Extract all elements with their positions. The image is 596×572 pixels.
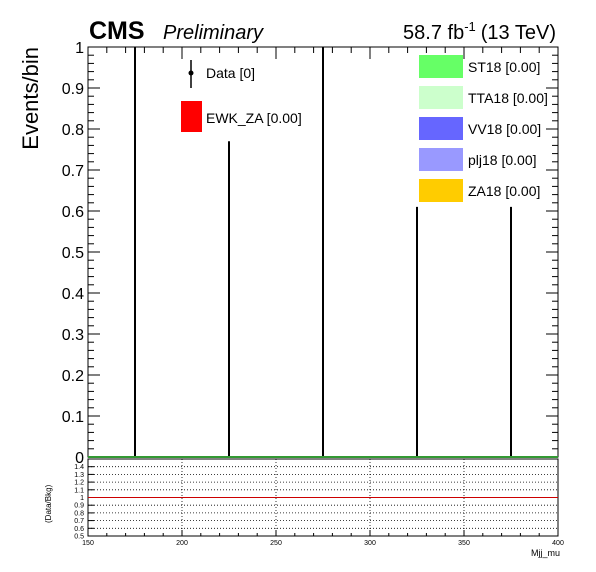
main-y-tick-label: 0.8: [62, 122, 84, 139]
legend: Data [0] EWK_ZA [0.00] ST18 [0.00] TTA18 …: [181, 55, 548, 202]
ratio-y-tick-label: 0.7: [74, 518, 84, 525]
legend-swatch: [419, 55, 463, 78]
ratio-x-tick-label: 350: [458, 540, 470, 547]
luminosity-energy: (13 TeV): [481, 22, 556, 44]
luminosity-exponent: -1: [464, 19, 476, 34]
legend-label: plj18 [0.00]: [468, 152, 537, 168]
ratio-y-tick-label: 0.6: [74, 526, 84, 533]
legend-label: ST18 [0.00]: [468, 59, 540, 75]
legend-label: TTA18 [0.00]: [468, 90, 548, 106]
main-panel: 0 0.1 0.2 0.3 0.4 0.5 0.6 0.7 0.8 0.9 1: [62, 40, 559, 467]
ratio-y-tick-label: 1.4: [74, 464, 84, 471]
main-x-ticks: [87, 47, 559, 59]
main-y-tick-label: 0.2: [62, 368, 84, 385]
main-y-tick-label: 0.4: [62, 286, 84, 303]
status-label: Preliminary: [163, 22, 264, 44]
x-axis-label: Mjj_mu: [531, 548, 560, 558]
ratio-x-tick-label: 150: [82, 540, 94, 547]
main-y-tick-label: 0.7: [62, 163, 84, 180]
ratio-y-tick-label: 1.3: [74, 472, 84, 479]
ratio-y-tick-label: 1.2: [74, 480, 84, 487]
main-y-tick-label: 0.5: [62, 245, 84, 262]
ratio-x-tick-label: 200: [176, 540, 188, 547]
ratio-y-axis-label: (Data/Bkg): [44, 484, 53, 523]
main-y-tick-label: 0.6: [62, 204, 84, 221]
legend-label-data: Data [0]: [206, 65, 255, 81]
ratio-y-tick-label: 1.1: [74, 487, 84, 494]
legend-label: VV18 [0.00]: [468, 121, 541, 137]
main-y-axis-label: Events/bin: [18, 47, 43, 150]
legend-swatch: [419, 148, 463, 171]
main-y-tick-label: 0.1: [62, 409, 84, 426]
ratio-x-ticks: 150 200 250 300 350 400: [82, 530, 564, 547]
legend-entry-data: Data [0]: [188, 60, 255, 88]
data-marker-point: [188, 70, 194, 76]
legend-label: ZA18 [0.00]: [468, 183, 540, 199]
main-y-tick-label: 0.3: [62, 327, 84, 344]
main-y-tick-label: 0.9: [62, 81, 84, 98]
ratio-x-tick-label: 400: [552, 540, 564, 547]
legend-entry-ewk-za: EWK_ZA [0.00]: [181, 101, 302, 132]
luminosity-value: 58.7 fb: [403, 22, 464, 44]
legend-swatch: [419, 86, 463, 109]
ratio-y-ticks: 0.50.60.70.80.911.11.21.31.4: [74, 464, 94, 541]
ratio-y-tick-label: 0.9: [74, 503, 84, 510]
main-data-lines: [134, 47, 512, 457]
legend-swatch: [419, 117, 463, 140]
main-y-tick-label: 1: [75, 40, 84, 57]
ratio-y-tick-label: 0.8: [74, 510, 84, 517]
ratio-x-tick-label: 250: [270, 540, 282, 547]
experiment-label: CMS: [89, 17, 145, 45]
ratio-y-tick-label: 1: [80, 495, 84, 502]
ratio-x-tick-label: 300: [364, 540, 376, 547]
ratio-y-tick-label: 0.5: [74, 534, 84, 541]
main-y-ticks: 0 0.1 0.2 0.3 0.4 0.5 0.6 0.7 0.8 0.9 1: [62, 40, 558, 467]
luminosity-label: 58.7 fb-1 (13 TeV): [403, 19, 556, 44]
legend-label-ewk-za: EWK_ZA [0.00]: [206, 110, 302, 126]
legend-right-column: ST18 [0.00] TTA18 [0.00] VV18 [0.00] plj18 …: [419, 55, 548, 202]
legend-swatch: [419, 179, 463, 202]
ratio-panel: 0.50.60.70.80.911.11.21.31.4 150 200 250 30…: [74, 458, 564, 547]
main-y-tick-label: 0: [75, 450, 84, 467]
legend-swatch-ewk-za: [181, 101, 202, 132]
